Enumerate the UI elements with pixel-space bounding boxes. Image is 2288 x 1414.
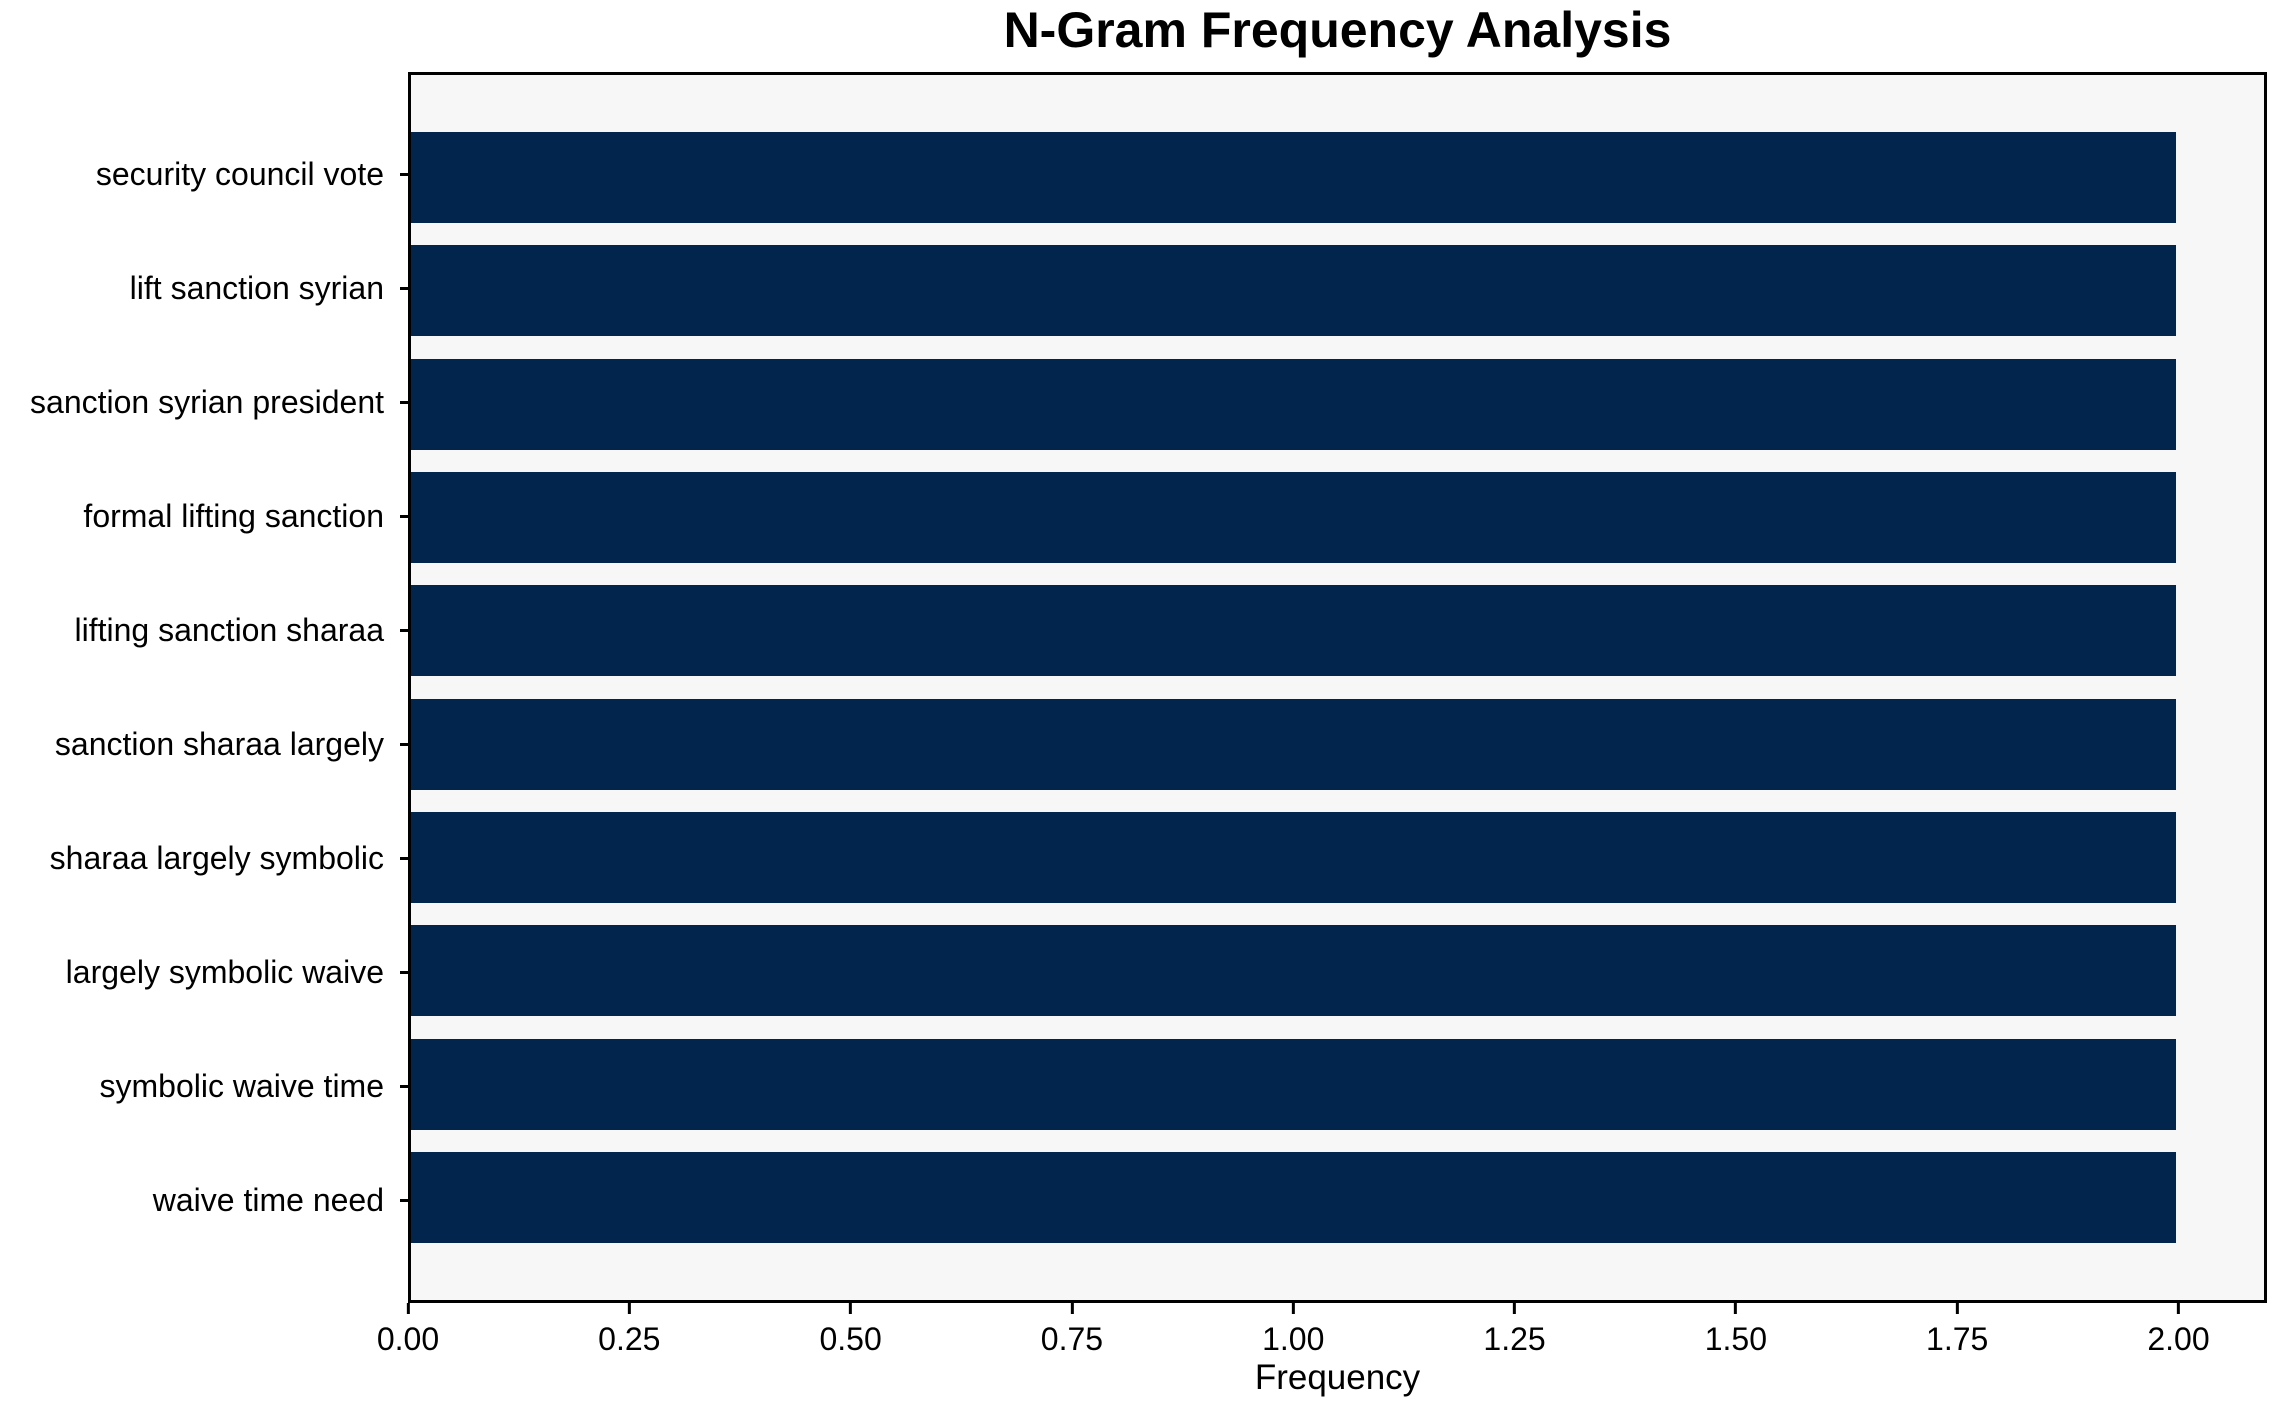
y-tick-row: symbolic waive time bbox=[0, 1041, 410, 1132]
y-tick-row: largely symbolic waive bbox=[0, 927, 410, 1018]
bar bbox=[411, 358, 2176, 450]
bars-container bbox=[411, 75, 2264, 1300]
x-tick-mark bbox=[1955, 1303, 1959, 1314]
y-tick-label: waive time need bbox=[152, 1182, 384, 1218]
x-tick-mark bbox=[2176, 1303, 2180, 1314]
x-tick: 1.75 bbox=[1926, 1303, 1988, 1358]
x-tick: 0.50 bbox=[819, 1303, 882, 1358]
bar-row bbox=[411, 698, 2264, 790]
y-tick-label: lifting sanction sharaa bbox=[74, 612, 384, 648]
bar bbox=[411, 471, 2176, 563]
bar-row bbox=[411, 811, 2264, 903]
plot-area bbox=[408, 72, 2267, 1303]
y-tick-label: sanction syrian president bbox=[30, 384, 384, 420]
y-tick-row: lifting sanction sharaa bbox=[0, 585, 410, 676]
x-tick-label: 0.50 bbox=[819, 1321, 882, 1357]
x-tick: 1.00 bbox=[1262, 1303, 1324, 1358]
y-tick-row: lift sanction syrian bbox=[0, 243, 410, 334]
y-tick-row: sanction syrian president bbox=[0, 357, 410, 448]
x-tick-label: 1.25 bbox=[1483, 1321, 1546, 1357]
y-tick-mark bbox=[400, 1198, 410, 1202]
y-tick-row: security council vote bbox=[0, 129, 410, 220]
bar-row bbox=[411, 1151, 2264, 1243]
y-tick-mark bbox=[400, 514, 410, 518]
x-axis: 0.00 0.25 0.50 0.75 1.00 1.25 1.50 1.75 2.00 bbox=[377, 1303, 2267, 1363]
chart-title: N-Gram Frequency Analysis bbox=[1003, 2, 1672, 58]
y-tick-mark bbox=[400, 286, 410, 290]
x-tick: 1.50 bbox=[1705, 1303, 1767, 1358]
bar bbox=[411, 1038, 2176, 1130]
y-tick-mark bbox=[400, 1084, 410, 1088]
x-tick-label: 1.75 bbox=[1926, 1321, 1989, 1357]
bar-row bbox=[411, 585, 2264, 677]
x-tick: 0.75 bbox=[1041, 1303, 1103, 1358]
bar bbox=[411, 698, 2176, 790]
bar-row bbox=[411, 132, 2264, 223]
x-tick-label: 1.00 bbox=[1262, 1321, 1325, 1357]
x-tick-label: 0.75 bbox=[1040, 1321, 1104, 1357]
y-tick-mark bbox=[400, 970, 410, 974]
y-tick-row: sanction sharaa largely bbox=[0, 699, 410, 790]
x-tick-mark bbox=[1291, 1303, 1295, 1314]
x-tick-mark bbox=[1734, 1303, 1738, 1314]
bar bbox=[411, 585, 2176, 677]
bar bbox=[411, 1151, 2176, 1243]
y-tick-label: sanction sharaa largely bbox=[54, 726, 384, 762]
y-tick-label: lift sanction syrian bbox=[129, 270, 384, 306]
y-tick-mark bbox=[400, 856, 410, 860]
y-tick-mark bbox=[400, 400, 410, 404]
y-tick-label: sharaa largely symbolic bbox=[49, 840, 384, 876]
x-tick: 0.25 bbox=[598, 1303, 660, 1358]
y-tick-row: formal lifting sanction bbox=[0, 471, 410, 562]
bar bbox=[411, 925, 2176, 1017]
bar-row bbox=[411, 245, 2264, 337]
y-tick-row: waive time need bbox=[0, 1155, 410, 1246]
x-tick-mark bbox=[627, 1303, 631, 1314]
y-tick-label: security council vote bbox=[95, 156, 384, 192]
x-tick: 1.25 bbox=[1483, 1303, 1546, 1358]
bar bbox=[411, 811, 2176, 903]
x-tick-mark bbox=[1513, 1303, 1517, 1314]
x-tick-label: 2.00 bbox=[2147, 1321, 2210, 1357]
bar-row bbox=[411, 358, 2264, 450]
y-tick-label: formal lifting sanction bbox=[83, 498, 384, 534]
y-tick-label: symbolic waive time bbox=[99, 1068, 384, 1104]
bar bbox=[411, 245, 2176, 337]
y-tick-mark bbox=[400, 628, 410, 632]
x-tick-label: 1.50 bbox=[1704, 1321, 1767, 1357]
bar bbox=[411, 132, 2176, 223]
x-tick: 0.00 bbox=[377, 1303, 439, 1358]
x-tick-mark bbox=[1070, 1303, 1074, 1314]
y-tick-mark bbox=[400, 172, 410, 176]
x-tick-label: 0.00 bbox=[376, 1321, 440, 1357]
bar-row bbox=[411, 925, 2264, 1017]
x-axis-label: Frequency bbox=[1254, 1358, 1421, 1397]
x-tick-mark bbox=[849, 1303, 853, 1314]
bar-row bbox=[411, 471, 2264, 563]
y-axis: security council vote lift sanction syria… bbox=[0, 72, 410, 1303]
x-tick: 2.00 bbox=[2147, 1303, 2210, 1358]
bar-row bbox=[411, 1038, 2264, 1130]
y-tick-row: sharaa largely symbolic bbox=[0, 813, 410, 904]
x-tick-label: 0.25 bbox=[598, 1321, 661, 1357]
y-tick-mark bbox=[400, 742, 410, 746]
y-tick-label: largely symbolic waive bbox=[65, 954, 384, 990]
x-tick-mark bbox=[406, 1303, 410, 1314]
